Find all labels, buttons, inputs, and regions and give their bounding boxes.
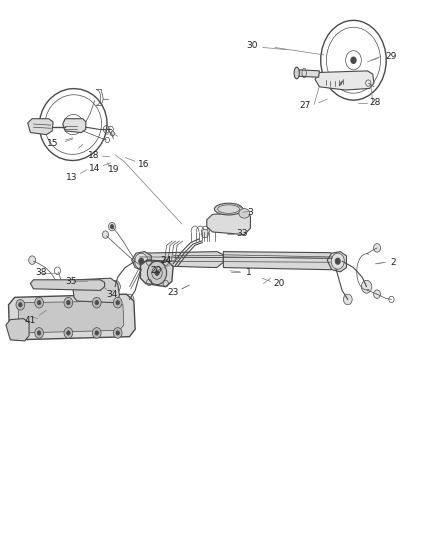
Text: 13: 13: [66, 173, 77, 182]
Ellipse shape: [239, 208, 250, 218]
Circle shape: [331, 253, 344, 269]
Polygon shape: [141, 260, 173, 287]
Circle shape: [135, 253, 148, 269]
Circle shape: [35, 297, 43, 308]
Circle shape: [110, 280, 120, 293]
Polygon shape: [28, 119, 53, 135]
Circle shape: [37, 331, 41, 335]
Text: 15: 15: [46, 139, 58, 148]
Circle shape: [64, 328, 73, 338]
Text: 19: 19: [108, 165, 119, 174]
Text: 34: 34: [106, 289, 118, 298]
Polygon shape: [18, 301, 124, 333]
Circle shape: [110, 224, 114, 229]
Polygon shape: [207, 212, 251, 235]
Text: 20: 20: [150, 266, 161, 275]
Circle shape: [37, 301, 41, 305]
Circle shape: [95, 301, 99, 305]
Circle shape: [113, 297, 122, 308]
Circle shape: [35, 328, 43, 338]
Circle shape: [116, 331, 120, 335]
Text: 27: 27: [300, 101, 311, 110]
Circle shape: [67, 331, 70, 335]
Text: 3: 3: [247, 208, 253, 217]
Polygon shape: [327, 252, 346, 272]
Polygon shape: [297, 70, 319, 77]
Polygon shape: [6, 319, 29, 341]
Circle shape: [335, 258, 340, 264]
Text: 30: 30: [246, 42, 258, 51]
Polygon shape: [110, 131, 115, 136]
Polygon shape: [315, 71, 374, 90]
Text: 29: 29: [386, 52, 397, 61]
Circle shape: [155, 270, 159, 276]
Polygon shape: [134, 252, 223, 268]
Polygon shape: [73, 278, 120, 303]
Circle shape: [351, 57, 356, 63]
Circle shape: [16, 300, 25, 310]
Text: 20: 20: [274, 279, 285, 288]
Circle shape: [16, 325, 25, 336]
Circle shape: [116, 301, 120, 305]
Polygon shape: [63, 119, 86, 133]
Circle shape: [102, 231, 109, 238]
Circle shape: [95, 331, 99, 335]
Circle shape: [361, 280, 372, 293]
Circle shape: [113, 328, 122, 338]
Text: 16: 16: [138, 160, 150, 169]
Text: 24: 24: [160, 256, 171, 264]
Text: 33: 33: [236, 229, 247, 238]
Text: 14: 14: [89, 164, 100, 173]
Circle shape: [18, 328, 22, 333]
Circle shape: [67, 301, 70, 305]
Circle shape: [18, 303, 22, 307]
Circle shape: [139, 258, 144, 264]
Polygon shape: [30, 280, 105, 290]
Circle shape: [374, 290, 381, 298]
Text: 35: 35: [66, 277, 77, 286]
Circle shape: [109, 222, 116, 231]
Text: 1: 1: [246, 269, 251, 277]
Polygon shape: [9, 294, 135, 340]
Circle shape: [92, 297, 101, 308]
Text: 18: 18: [88, 151, 99, 160]
Circle shape: [125, 294, 134, 305]
Circle shape: [374, 244, 381, 252]
Text: 28: 28: [370, 98, 381, 107]
Circle shape: [343, 294, 352, 305]
Polygon shape: [223, 252, 336, 270]
Text: 41: 41: [25, 316, 36, 325]
Text: 38: 38: [35, 269, 46, 277]
Circle shape: [92, 328, 101, 338]
Circle shape: [64, 297, 73, 308]
Polygon shape: [132, 252, 151, 271]
Ellipse shape: [294, 67, 299, 79]
Ellipse shape: [215, 203, 243, 215]
Circle shape: [28, 256, 35, 264]
Text: 23: 23: [167, 287, 179, 296]
Circle shape: [201, 229, 208, 238]
Text: 2: 2: [390, 258, 396, 266]
Circle shape: [148, 261, 166, 285]
